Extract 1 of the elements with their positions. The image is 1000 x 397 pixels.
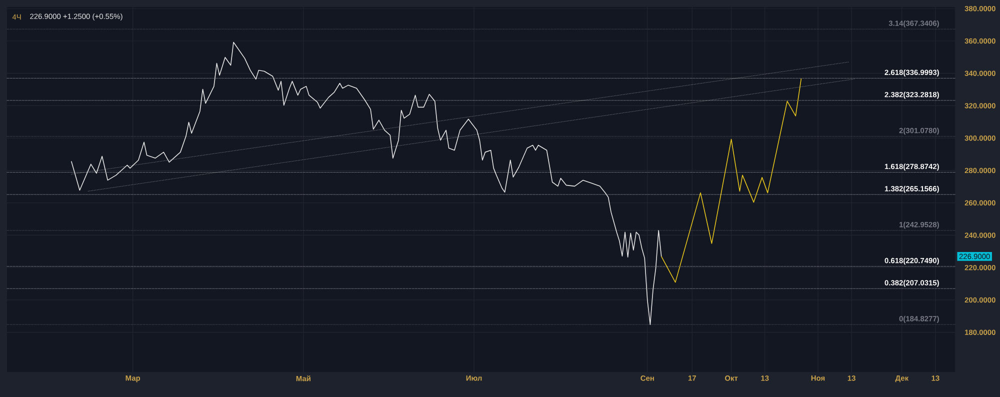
line-series xyxy=(660,78,802,283)
